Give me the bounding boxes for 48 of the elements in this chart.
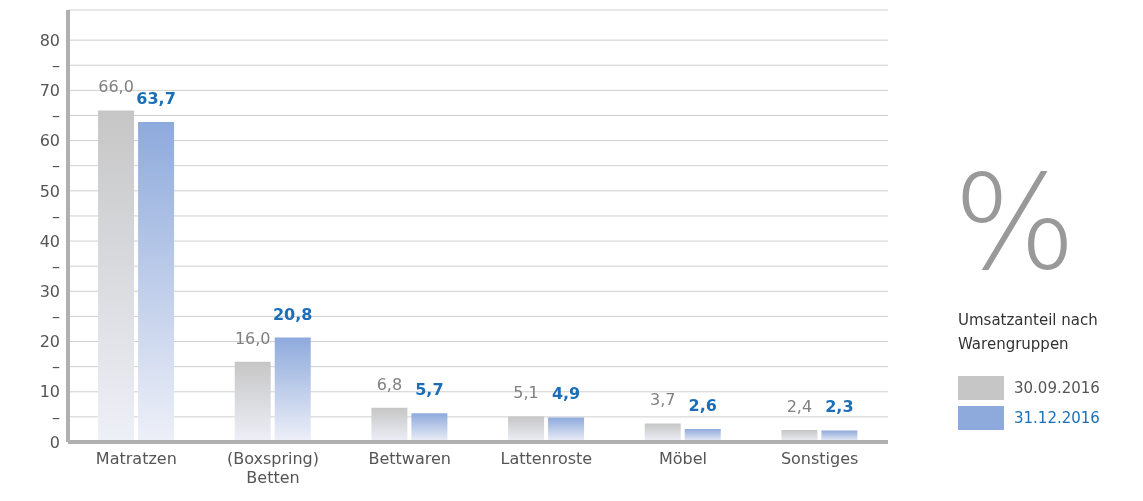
y-tick-label: 0	[49, 432, 60, 452]
y-tick-label: –	[52, 256, 60, 276]
y-tick-label: 70	[39, 81, 60, 101]
data-label: 5,1	[513, 383, 539, 403]
y-tick-label: 40	[39, 231, 60, 251]
x-tick-label: Matratzen	[95, 449, 177, 468]
x-tick-label: Bettwaren	[368, 449, 451, 468]
data-label: 5,7	[415, 380, 444, 400]
data-label: 2,4	[786, 396, 813, 416]
bar	[371, 407, 408, 442]
legend-label: 31.12.2016	[1014, 409, 1100, 427]
x-tick-label: (Boxspring) Betten	[226, 449, 320, 487]
y-tick-label: –	[52, 55, 60, 75]
data-label: 66,0	[98, 77, 134, 97]
y-tick-label: –	[52, 357, 60, 377]
y-tick-label: 20	[39, 332, 60, 352]
y-tick-label: 80	[39, 30, 60, 50]
data-label: 6,8	[376, 374, 403, 394]
data-label: 4,9	[551, 384, 581, 404]
bar	[508, 416, 545, 442]
bar	[548, 417, 585, 442]
data-label: 2,3	[825, 397, 854, 417]
x-tick-label: Möbel	[658, 449, 708, 468]
y-tick-label: 60	[39, 131, 60, 151]
bar	[411, 413, 448, 442]
bar	[234, 361, 271, 442]
legend-title: Umsatzanteil nach Warengruppen	[958, 310, 1099, 355]
y-tick-label: –	[52, 407, 60, 427]
data-label: 20,8	[272, 304, 313, 324]
bar	[98, 110, 135, 442]
y-tick-label: 30	[39, 281, 60, 301]
y-tick-label: 10	[39, 382, 60, 402]
legend-label: 30.09.2016	[1014, 379, 1100, 397]
bar	[138, 122, 175, 442]
x-tick-label: Lattenroste	[500, 449, 593, 468]
x-tick-label: Sonstiges	[780, 449, 859, 468]
y-tick-label: –	[52, 106, 60, 126]
y-tick-label: –	[52, 307, 60, 327]
bar	[274, 337, 311, 442]
bar	[644, 423, 681, 442]
y-tick-label: 50	[39, 181, 60, 201]
data-label: 16,0	[234, 328, 271, 348]
data-label: 2,6	[688, 395, 717, 415]
data-label: 63,7	[136, 89, 176, 109]
y-tick-label: –	[52, 156, 60, 176]
y-tick-label: –	[52, 206, 60, 226]
data-label: 3,7	[650, 390, 676, 410]
y-axis-title: %	[953, 147, 1077, 299]
